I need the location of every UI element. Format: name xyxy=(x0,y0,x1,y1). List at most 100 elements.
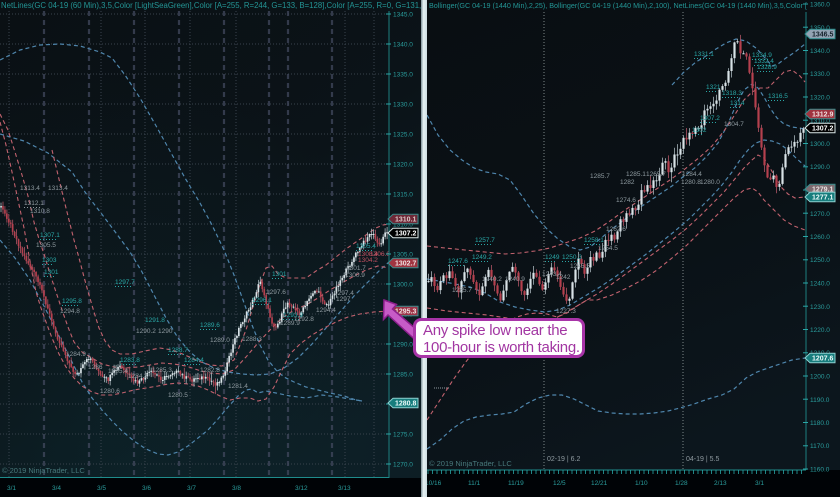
svg-text:1312.1: 1312.1 xyxy=(24,200,44,207)
svg-text:02-19 | 6.2: 02-19 | 6.2 xyxy=(547,456,580,463)
svg-text:3/4: 3/4 xyxy=(52,485,61,492)
svg-text:1285.1: 1285.1 xyxy=(626,171,646,178)
svg-text:1265.7: 1265.7 xyxy=(646,171,666,178)
svg-text:1307.2: 1307.2 xyxy=(700,115,720,122)
svg-text:1270.0: 1270.0 xyxy=(393,462,413,469)
svg-text:1240.0: 1240.0 xyxy=(810,281,830,288)
svg-text:1289.9: 1289.9 xyxy=(280,320,300,327)
svg-text:1288.7: 1288.7 xyxy=(168,347,188,354)
svg-text:12/21: 12/21 xyxy=(591,480,608,487)
svg-text:1350.0: 1350.0 xyxy=(810,25,830,32)
svg-text:1310.8: 1310.8 xyxy=(30,208,50,215)
svg-text:1325.0: 1325.0 xyxy=(393,132,413,139)
svg-text:1245.5: 1245.5 xyxy=(570,263,590,270)
svg-text:1304.7: 1304.7 xyxy=(724,121,744,128)
svg-text:1290.0: 1290.0 xyxy=(810,164,830,171)
svg-text:1335.0: 1335.0 xyxy=(393,72,413,79)
svg-text:1331.1: 1331.1 xyxy=(694,51,714,58)
svg-text:1313.4: 1313.4 xyxy=(48,185,68,192)
svg-text:1293.9: 1293.9 xyxy=(283,312,303,319)
svg-text:1289.6: 1289.6 xyxy=(200,322,220,329)
svg-text:1306.6: 1306.6 xyxy=(370,251,390,258)
svg-text:1250.0: 1250.0 xyxy=(810,257,830,264)
svg-text:1284.4: 1284.4 xyxy=(184,357,204,364)
svg-text:1310.1: 1310.1 xyxy=(395,217,417,224)
svg-text:1292.8: 1292.8 xyxy=(294,316,314,323)
svg-text:1247.6: 1247.6 xyxy=(448,258,468,265)
svg-text:1190.0: 1190.0 xyxy=(810,397,830,404)
svg-text:1160.0: 1160.0 xyxy=(810,467,830,474)
svg-text:1307.2: 1307.2 xyxy=(395,231,417,238)
svg-text:1200.0: 1200.0 xyxy=(810,374,830,381)
svg-text:3/1: 3/1 xyxy=(7,485,16,492)
svg-text:1280.6: 1280.6 xyxy=(100,388,120,395)
svg-text:1284.9: 1284.9 xyxy=(66,351,86,358)
svg-text:1295.8: 1295.8 xyxy=(62,298,82,305)
svg-text:1274.6: 1274.6 xyxy=(616,197,636,204)
svg-text:3/12: 3/12 xyxy=(295,485,308,492)
svg-text:1283.8: 1283.8 xyxy=(120,357,140,364)
svg-text:1294.8: 1294.8 xyxy=(60,308,80,315)
svg-text:1304.2: 1304.2 xyxy=(358,257,378,264)
svg-text:1243.4: 1243.4 xyxy=(542,271,562,278)
svg-text:11/19: 11/19 xyxy=(508,480,524,487)
svg-text:1290.2: 1290.2 xyxy=(136,328,156,335)
svg-text:1307.2: 1307.2 xyxy=(812,126,834,133)
svg-text:1289.0: 1289.0 xyxy=(210,337,230,344)
svg-text:1340.0: 1340.0 xyxy=(810,48,830,55)
svg-text:1240.9: 1240.9 xyxy=(505,276,525,283)
svg-text:1285.7: 1285.7 xyxy=(590,173,610,180)
svg-text:1262.6: 1262.6 xyxy=(606,226,626,233)
svg-text:1280.8: 1280.8 xyxy=(681,179,701,186)
svg-text:1302: 1302 xyxy=(692,127,707,134)
svg-text:1300.0: 1300.0 xyxy=(810,141,830,148)
svg-text:1282.8: 1282.8 xyxy=(200,367,220,374)
svg-text:1301: 1301 xyxy=(272,271,287,278)
svg-text:1290.0: 1290.0 xyxy=(393,342,413,349)
svg-text:1260.0: 1260.0 xyxy=(810,234,830,241)
svg-text:1285.4: 1285.4 xyxy=(108,368,128,375)
svg-text:NetLines(GC 04-19 (60 Min),3,5: NetLines(GC 04-19 (60 Min),3,5,Color [Li… xyxy=(1,1,423,10)
svg-text:1315.0: 1315.0 xyxy=(393,192,413,199)
svg-text:1/28: 1/28 xyxy=(675,480,688,487)
svg-text:1230.0: 1230.0 xyxy=(810,304,830,311)
svg-text:1275.0: 1275.0 xyxy=(393,432,413,439)
svg-text:1227.3: 1227.3 xyxy=(556,308,576,315)
svg-text:1301.7: 1301.7 xyxy=(346,265,366,272)
svg-text:1308.4: 1308.4 xyxy=(358,251,378,258)
svg-text:1280.5: 1280.5 xyxy=(168,392,188,399)
svg-text:1294.4: 1294.4 xyxy=(316,307,336,314)
svg-text:1285.0: 1285.0 xyxy=(393,372,413,379)
svg-text:1328.9: 1328.9 xyxy=(757,64,777,71)
svg-text:3/13: 3/13 xyxy=(338,485,351,492)
svg-text:1300.0: 1300.0 xyxy=(393,282,413,289)
svg-text:1318.3: 1318.3 xyxy=(722,90,742,97)
svg-text:1312.9: 1312.9 xyxy=(812,112,834,119)
svg-text:1320.0: 1320.0 xyxy=(810,95,830,102)
svg-text:1330.0: 1330.0 xyxy=(810,71,830,78)
svg-text:1288.3: 1288.3 xyxy=(242,336,262,343)
svg-text:1297.6: 1297.6 xyxy=(266,289,286,296)
svg-text:1297.4: 1297.4 xyxy=(334,290,354,297)
svg-text:2/13: 2/13 xyxy=(714,480,727,487)
svg-text:1207.6: 1207.6 xyxy=(812,356,834,363)
svg-text:1334.9: 1334.9 xyxy=(752,52,772,59)
svg-text:1291.8: 1291.8 xyxy=(145,317,165,324)
svg-text:1310.0: 1310.0 xyxy=(393,222,413,229)
svg-text:11/1: 11/1 xyxy=(468,480,481,487)
svg-text:1300.9: 1300.9 xyxy=(345,272,365,279)
svg-text:1220.0: 1220.0 xyxy=(810,327,830,334)
svg-text:1280.0: 1280.0 xyxy=(700,179,720,186)
svg-text:1305.5: 1305.5 xyxy=(36,242,56,249)
svg-text:1310.0: 1310.0 xyxy=(810,118,830,125)
svg-text:1340.0: 1340.0 xyxy=(393,42,413,49)
svg-text:10/16: 10/16 xyxy=(427,480,442,487)
svg-text:1170.0: 1170.0 xyxy=(810,443,830,450)
svg-text:1250.3: 1250.3 xyxy=(562,254,582,261)
svg-text:1296.1: 1296.1 xyxy=(252,297,272,304)
svg-text:1280.8: 1280.8 xyxy=(395,401,417,408)
svg-text:1180.0: 1180.0 xyxy=(810,420,830,427)
svg-text:3/1: 3/1 xyxy=(755,480,764,487)
svg-text:1286: 1286 xyxy=(88,364,103,371)
svg-text:1346.5: 1346.5 xyxy=(812,32,834,39)
